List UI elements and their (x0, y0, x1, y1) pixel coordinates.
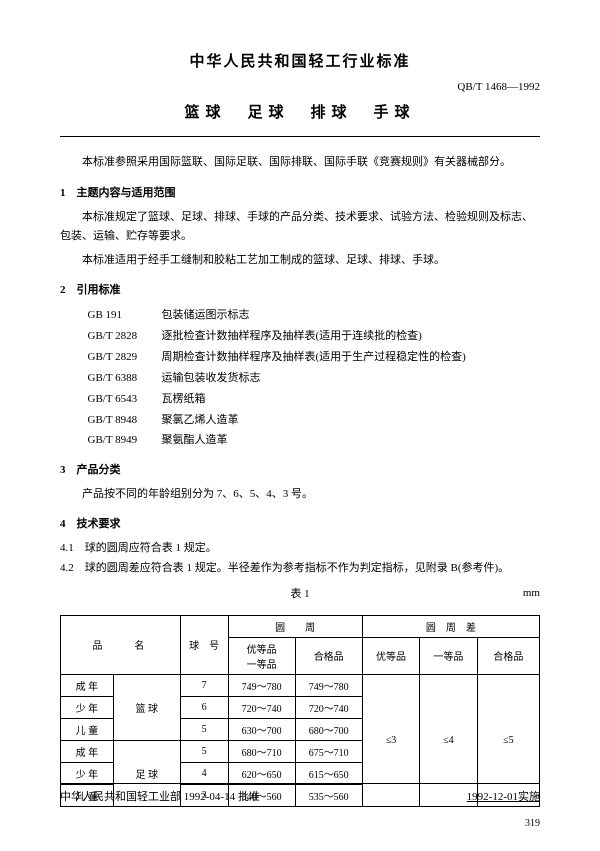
cell-age: 成 年 (61, 740, 114, 762)
ref-item: GB/T 8949 聚氨酯人造革 (88, 430, 541, 451)
cell-c1: 620～650 (228, 762, 295, 784)
table1: 品 名 球 号 圆 周 圆 周 差 优等品 一等品 合格品 优等品 一等品 合格… (60, 615, 540, 807)
ref-code: GB 191 (88, 305, 154, 326)
th-diff-b: 一等品 (420, 637, 477, 674)
cell-age: 少 年 (61, 762, 114, 784)
table1-label: 表 1 (60, 585, 540, 601)
cell-age: 少 年 (61, 696, 114, 718)
section4-heading: 4 技术要求 (60, 515, 540, 531)
ref-code: GB/T 6388 (88, 368, 154, 389)
th-circdiff: 圆 周 差 (362, 615, 539, 637)
th-diff-c: 合格品 (477, 637, 539, 674)
cell-c2: 615～650 (295, 762, 362, 784)
cell-no: 4 (180, 762, 228, 784)
cell-age: 儿 童 (61, 718, 114, 740)
cell-no: 5 (180, 718, 228, 740)
cell-no: 6 (180, 696, 228, 718)
ref-text: 周期检查计数抽样程序及抽样表(适用于生产过程稳定性的检查) (162, 347, 466, 368)
ref-item: GB 191 包装储运图示标志 (88, 305, 541, 326)
section2-heading: 2 引用标准 (60, 281, 540, 297)
th-circ: 圆 周 (228, 615, 362, 637)
ref-code: GB/T 8949 (88, 430, 154, 451)
page-number: 319 (60, 818, 540, 829)
page-footer: 中华人民共和国轻工业部 1992-04-14 批准 1992-12-01实施 3… (60, 783, 540, 829)
section4-item42: 4.2 球的圆周差应符合表 1 规定。半径差作为参考指标不作为判定指标，见附录 … (60, 559, 540, 579)
th-name: 品 名 (61, 615, 181, 674)
ref-item: GB/T 6543 瓦楞纸箱 (88, 389, 541, 410)
th-circ-pass: 合格品 (295, 637, 362, 674)
table1-unit: mm (523, 587, 540, 599)
section1-p1: 本标准规定了篮球、足球、排球、手球的产品分类、技术要求、试验方法、检验规则及标志… (60, 208, 540, 248)
th-ballno: 球 号 (180, 615, 228, 674)
ref-code: GB/T 6543 (88, 389, 154, 410)
ref-text: 聚氨酯人造革 (162, 430, 228, 451)
doc-main-title: 篮球 足球 排球 手球 (60, 101, 540, 122)
cell-c2: 680～700 (295, 718, 362, 740)
cell-age: 成 年 (61, 674, 114, 696)
section3-p1: 产品按不同的年龄组别分为 7、6、5、4、3 号。 (60, 485, 540, 505)
section3-heading: 3 产品分类 (60, 461, 540, 477)
cell-c2: 749～780 (295, 674, 362, 696)
ref-code: GB/T 2829 (88, 347, 154, 368)
ref-item: GB/T 6388 运输包装收发货标志 (88, 368, 541, 389)
cell-c1: 630～700 (228, 718, 295, 740)
footer-approve: 中华人民共和国轻工业部 1992-04-14 批准 (60, 788, 260, 804)
section1-p2: 本标准适用于经手工缝制和胶粘工艺加工制成的篮球、足球、排球、手球。 (60, 251, 540, 271)
title-divider (60, 136, 540, 137)
table-header-row: 品 名 球 号 圆 周 圆 周 差 (61, 615, 540, 637)
footer-implement: 1992-12-01实施 (467, 788, 540, 804)
table-row: 成 年 篮 球 7 749～780 749～780 ≤3 ≤4 ≤5 (61, 674, 540, 696)
th-circ-top: 优等品 一等品 (228, 637, 295, 674)
ref-item: GB/T 2829 周期检查计数抽样程序及抽样表(适用于生产过程稳定性的检查) (88, 347, 541, 368)
ref-text: 运输包装收发货标志 (162, 368, 261, 389)
intro-paragraph: 本标准参照采用国际篮联、国际足联、国际排联、国际手联《竞赛规则》有关器械部分。 (60, 153, 540, 172)
ref-code: GB/T 2828 (88, 326, 154, 347)
section4-item41: 4.1 球的圆周应符合表 1 规定。 (60, 539, 540, 559)
ref-code: GB/T 8948 (88, 410, 154, 431)
cell-c1: 720～740 (228, 696, 295, 718)
ref-item: GB/T 8948 聚氯乙烯人造革 (88, 410, 541, 431)
section1-heading: 1 主题内容与适用范围 (60, 184, 540, 200)
cell-c1: 749～780 (228, 674, 295, 696)
cell-sport: 篮 球 (113, 674, 180, 740)
cell-no: 7 (180, 674, 228, 696)
ref-text: 瓦楞纸箱 (162, 389, 206, 410)
ref-item: GB/T 2828 逐批检查计数抽样程序及抽样表(适用于连续批的检查) (88, 326, 541, 347)
cell-no: 5 (180, 740, 228, 762)
ref-text: 聚氯乙烯人造革 (162, 410, 239, 431)
ref-text: 逐批检查计数抽样程序及抽样表(适用于连续批的检查) (162, 326, 422, 347)
th-diff-a: 优等品 (362, 637, 419, 674)
cell-c2: 675～710 (295, 740, 362, 762)
cell-c1: 680～710 (228, 740, 295, 762)
page-org-title: 中华人民共和国轻工行业标准 (60, 50, 540, 71)
reference-list: GB 191 包装储运图示标志 GB/T 2828 逐批检查计数抽样程序及抽样表(适… (88, 305, 541, 451)
cell-c2: 720～740 (295, 696, 362, 718)
doc-code: QB/T 1468—1992 (60, 81, 540, 93)
ref-text: 包装储运图示标志 (162, 305, 250, 326)
